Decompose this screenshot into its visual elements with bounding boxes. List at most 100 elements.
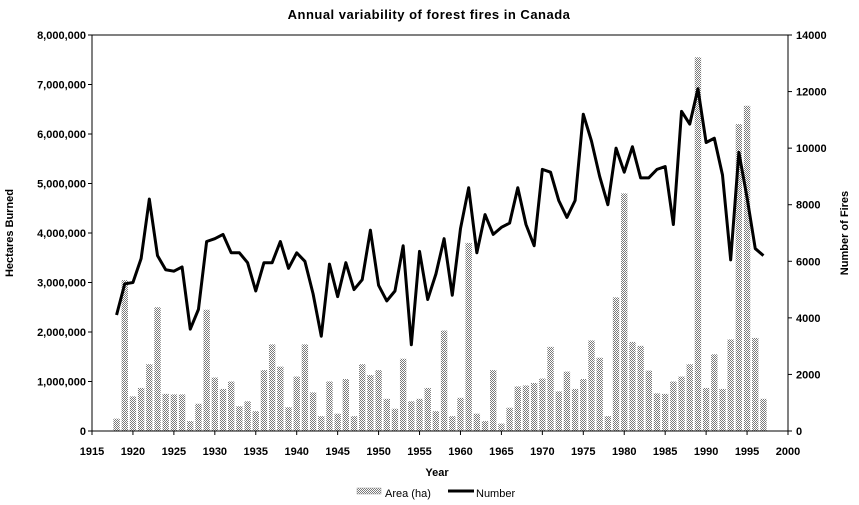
x-tick-label: 1990 bbox=[694, 446, 718, 458]
y-left-tick-label: 4,000,000 bbox=[37, 228, 86, 240]
area-bar-1940 bbox=[293, 376, 300, 431]
area-bar-1977 bbox=[596, 357, 603, 431]
plot-frame bbox=[91, 34, 789, 432]
area-bar-1933 bbox=[236, 406, 243, 431]
area-bar-1953 bbox=[399, 358, 407, 431]
area-bars bbox=[113, 57, 767, 432]
area-bar-1997 bbox=[760, 398, 767, 431]
y-left-tick-label: 0 bbox=[80, 426, 86, 438]
x-tick-label: 1970 bbox=[530, 446, 554, 458]
area-bar-1968 bbox=[522, 385, 530, 431]
area-bar-1984 bbox=[653, 393, 661, 431]
x-tick-label: 1960 bbox=[448, 446, 472, 458]
area-bar-1993 bbox=[727, 339, 734, 431]
area-bar-1965 bbox=[498, 423, 505, 431]
area-bar-1950 bbox=[375, 370, 382, 431]
area-bar-1973 bbox=[563, 371, 571, 431]
area-bar-1969 bbox=[530, 382, 538, 431]
x-tick-label: 1945 bbox=[325, 446, 349, 458]
x-tick-label: 1925 bbox=[162, 446, 186, 458]
area-bar-1923 bbox=[154, 307, 161, 431]
area-bar-1978 bbox=[604, 416, 612, 431]
x-axis: 1915 1920 1925 1930 1935 1940 1945 1950 1955 1960… bbox=[80, 431, 800, 458]
area-bar-1994 bbox=[735, 124, 743, 431]
y-left-label: Hectares Burned bbox=[4, 189, 16, 277]
y-left-axis: 0 1,000,000 2,000,000 3,000,000 4,000,000 5,0… bbox=[37, 30, 92, 438]
area-bar-1928 bbox=[195, 403, 202, 431]
area-bar-1961 bbox=[465, 242, 472, 431]
area-bar-1991 bbox=[711, 354, 718, 431]
y-left-tick-label: 1,000,000 bbox=[37, 377, 86, 389]
area-bar-1932 bbox=[228, 381, 235, 431]
x-tick-label: 1920 bbox=[121, 446, 145, 458]
y-right-label: Number of Fires bbox=[839, 191, 851, 275]
area-bar-1936 bbox=[260, 370, 268, 431]
area-bar-1935 bbox=[252, 411, 259, 431]
x-tick-label: 1955 bbox=[407, 446, 431, 458]
area-bar-1987 bbox=[678, 376, 685, 431]
x-tick-label: 1950 bbox=[366, 446, 390, 458]
area-bar-1918 bbox=[113, 418, 120, 432]
y-left-tick-label: 3,000,000 bbox=[37, 278, 86, 290]
area-bar-1919 bbox=[121, 280, 128, 431]
area-bar-1967 bbox=[514, 386, 521, 431]
area-bar-1985 bbox=[661, 393, 669, 432]
x-tick-label: 1930 bbox=[203, 446, 227, 458]
y-right-tick-label: 12000 bbox=[796, 87, 827, 99]
area-bar-1927 bbox=[187, 421, 194, 431]
area-bar-1952 bbox=[391, 408, 399, 431]
area-bar-1955 bbox=[416, 398, 423, 431]
chart-title: Annual variability of forest fires in Ca… bbox=[288, 7, 571, 22]
area-bar-1980 bbox=[621, 193, 628, 431]
y-right-tick-label: 4000 bbox=[796, 313, 820, 325]
y-left-tick-label: 2,000,000 bbox=[37, 327, 86, 339]
area-bar-1938 bbox=[277, 366, 284, 431]
legend-area-swatch bbox=[356, 487, 382, 495]
y-left-tick-label: 6,000,000 bbox=[37, 129, 86, 141]
area-bar-1960 bbox=[457, 397, 464, 431]
area-bar-1972 bbox=[555, 391, 562, 431]
x-tick-label: 1915 bbox=[80, 446, 104, 458]
y-left-tick-label: 5,000,000 bbox=[37, 179, 86, 191]
y-right-tick-label: 14000 bbox=[796, 30, 827, 42]
area-bar-1958 bbox=[440, 330, 448, 431]
area-bar-1971 bbox=[547, 346, 554, 431]
y-right-tick-label: 10000 bbox=[796, 143, 827, 155]
x-tick-label: 1995 bbox=[735, 446, 759, 458]
area-bar-1949 bbox=[367, 375, 374, 431]
area-bar-1922 bbox=[146, 364, 153, 431]
area-bar-1979 bbox=[612, 297, 620, 431]
y-right-tick-label: 6000 bbox=[796, 256, 820, 268]
area-bar-1983 bbox=[645, 370, 652, 431]
area-bar-1975 bbox=[580, 379, 587, 431]
area-bar-1959 bbox=[449, 416, 456, 431]
area-bar-1945 bbox=[334, 413, 341, 431]
area-bar-1925 bbox=[170, 394, 178, 431]
area-bar-1962 bbox=[473, 413, 481, 431]
area-bar-1939 bbox=[285, 407, 292, 431]
area-bar-1986 bbox=[670, 381, 677, 431]
x-tick-label: 1940 bbox=[284, 446, 308, 458]
area-bar-1942 bbox=[309, 392, 317, 431]
area-bar-1976 bbox=[588, 340, 595, 431]
number-series-line bbox=[115, 87, 765, 347]
area-bar-1970 bbox=[539, 378, 546, 431]
area-bar-1930 bbox=[211, 377, 219, 431]
x-tick-label: 1975 bbox=[571, 446, 595, 458]
area-bar-1937 bbox=[268, 344, 276, 432]
area-bar-1956 bbox=[424, 387, 431, 431]
area-bar-1981 bbox=[629, 341, 636, 431]
area-bar-1996 bbox=[752, 337, 759, 431]
area-bar-1992 bbox=[719, 388, 726, 431]
area-bar-1989 bbox=[694, 57, 702, 431]
area-bar-1920 bbox=[129, 396, 137, 431]
area-bar-1954 bbox=[408, 401, 415, 431]
area-bar-1948 bbox=[359, 364, 366, 431]
area-bar-1924 bbox=[162, 393, 169, 432]
y-left-tick-label: 8,000,000 bbox=[37, 30, 86, 42]
x-tick-label: 1965 bbox=[489, 446, 513, 458]
area-bar-1931 bbox=[219, 388, 227, 431]
area-bar-1941 bbox=[301, 344, 309, 432]
x-tick-label: 2000 bbox=[776, 446, 800, 458]
